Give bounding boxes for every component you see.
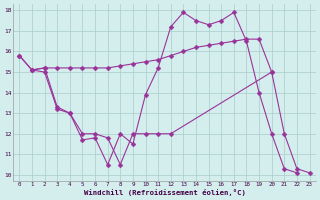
X-axis label: Windchill (Refroidissement éolien,°C): Windchill (Refroidissement éolien,°C) (84, 189, 245, 196)
